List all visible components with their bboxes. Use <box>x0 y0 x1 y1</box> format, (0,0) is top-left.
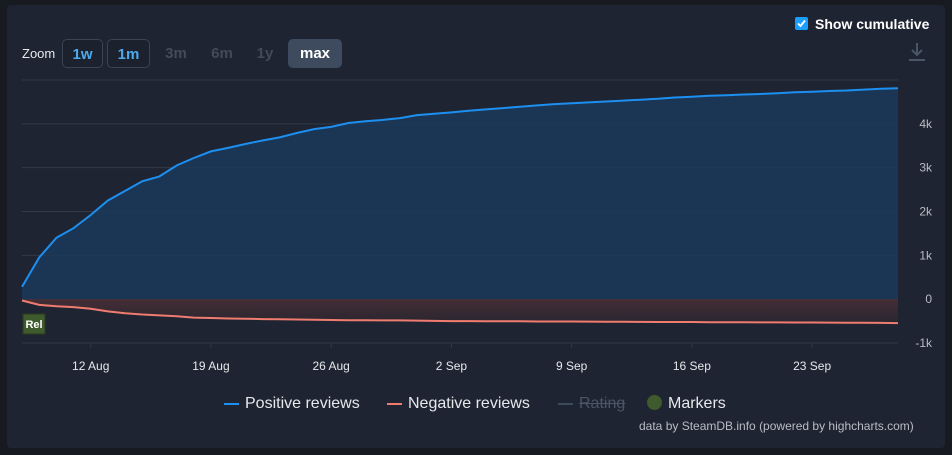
release-marker-label: Rel <box>25 319 42 331</box>
positive-reviews-line[interactable] <box>21 87 899 288</box>
legend-label-positive: Positive reviews <box>245 395 360 412</box>
positive-reviews-swatch <box>224 403 239 405</box>
x-tick-label: 9 Sep <box>556 359 588 373</box>
release-marker[interactable] <box>22 313 46 335</box>
y-tick-label: -1k <box>915 336 933 350</box>
markers-swatch <box>647 395 662 410</box>
x-tick-label: 19 Aug <box>192 359 229 373</box>
zoom-3m-button[interactable]: 3m <box>165 45 187 62</box>
zoom-1w-button[interactable]: 1w <box>62 39 103 68</box>
download-icon[interactable] <box>907 41 927 68</box>
negative-reviews-line[interactable] <box>21 299 899 325</box>
x-tick-label: 16 Sep <box>673 359 711 373</box>
legend-label-rating: Rating <box>579 395 626 412</box>
checkmark-icon <box>797 19 806 28</box>
credit-text: data by SteamDB.info (powered by highcha… <box>639 419 914 433</box>
x-tick-label: 2 Sep <box>436 359 468 373</box>
legend-label-negative: Negative reviews <box>408 395 530 412</box>
y-tick-label: 4k <box>919 117 933 131</box>
zoom-1y-button[interactable]: 1y <box>256 45 274 62</box>
show-cumulative-label[interactable]: Show cumulative <box>815 16 930 32</box>
negative-reviews-swatch <box>387 403 402 405</box>
negative-reviews-area <box>22 299 898 324</box>
x-tick-label: 26 Aug <box>312 359 349 373</box>
rating-swatch <box>558 403 573 405</box>
x-tick-label: 23 Sep <box>793 359 831 373</box>
zoom-max-button[interactable]: max <box>288 39 342 68</box>
legend-label-markers: Markers <box>668 395 726 412</box>
y-tick-label: 2k <box>919 205 933 219</box>
zoom-1m-button[interactable]: 1m <box>107 39 150 68</box>
show-cumulative-checkbox[interactable] <box>795 17 808 30</box>
positive-reviews-area <box>22 88 898 300</box>
y-tick-label: 3k <box>919 161 933 175</box>
y-tick-label: 0 <box>925 292 932 306</box>
zoom-6m-button[interactable]: 6m <box>211 45 233 62</box>
x-tick-label: 12 Aug <box>72 359 109 373</box>
zoom-label: Zoom <box>22 46 56 61</box>
y-tick-label: 1k <box>919 248 933 262</box>
